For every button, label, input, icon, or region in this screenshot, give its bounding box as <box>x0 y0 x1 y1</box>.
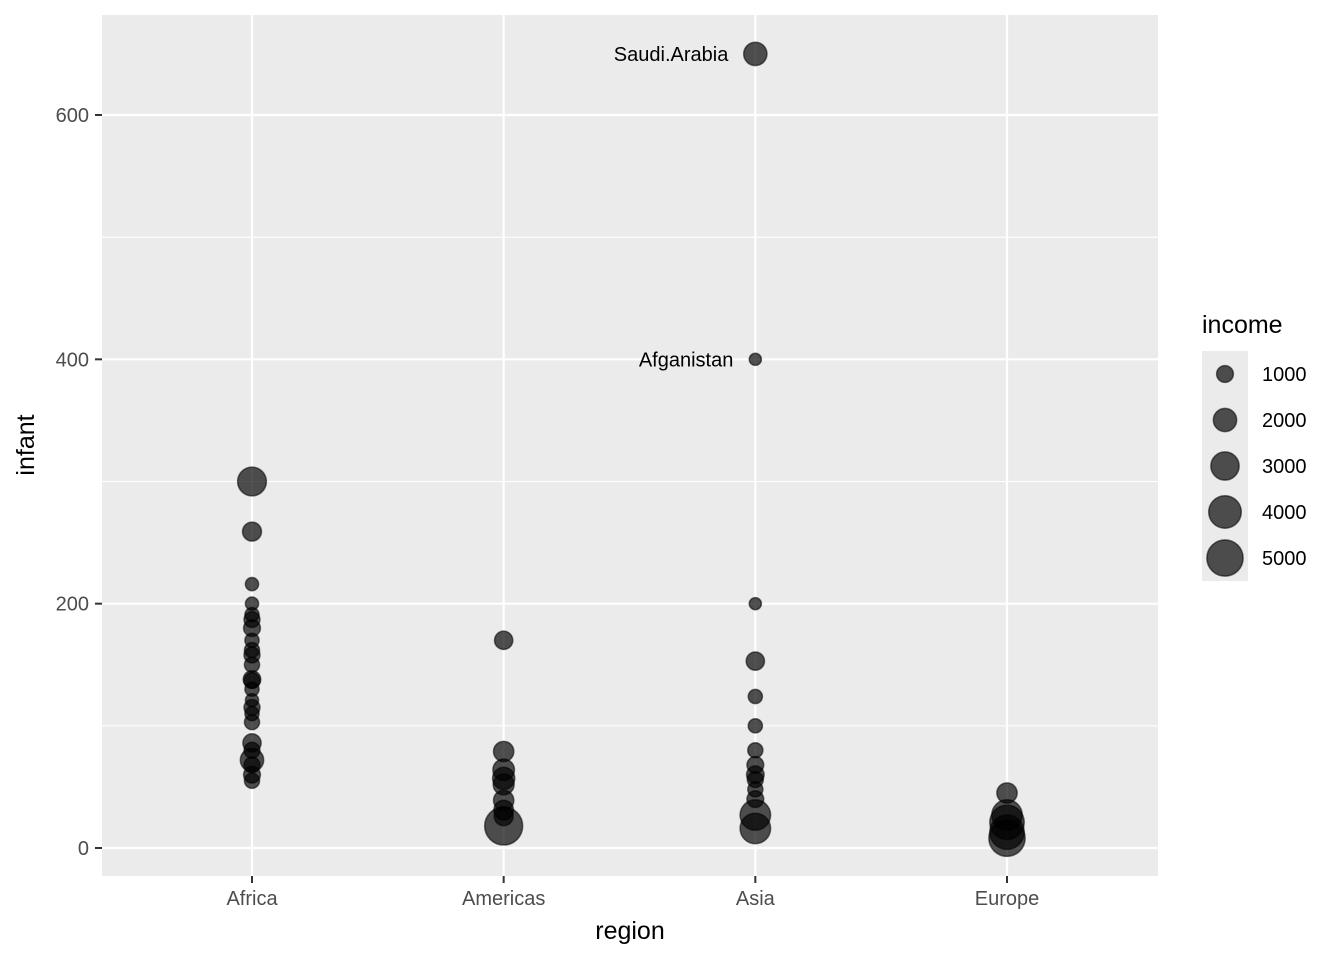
point-annotations: Saudi.Arabia Afganistan <box>614 44 734 371</box>
x-axis: Africa Americas Asia Europe <box>226 876 1039 910</box>
y-tick-label: 200 <box>56 594 89 616</box>
data-points <box>236 41 1026 858</box>
data-point <box>996 782 1018 804</box>
x-axis-title: region <box>595 917 665 945</box>
legend-label: 5000 <box>1262 548 1307 570</box>
data-point <box>747 717 764 734</box>
data-point <box>244 692 260 708</box>
plot-panel <box>102 15 1158 876</box>
y-tick-label: 0 <box>78 838 89 860</box>
data-point <box>493 630 514 651</box>
legend-label: 3000 <box>1262 456 1307 478</box>
legend-label: 2000 <box>1262 410 1307 432</box>
legend-key-circle <box>1212 407 1238 433</box>
y-tick-label: 600 <box>56 105 89 127</box>
data-point <box>244 596 260 612</box>
data-point <box>492 740 515 763</box>
legend-key-circle <box>1207 494 1243 530</box>
data-point <box>244 632 260 649</box>
data-point <box>990 799 1024 832</box>
data-point <box>236 466 268 497</box>
legend-label: 1000 <box>1262 364 1307 386</box>
data-point <box>244 705 260 722</box>
minor-gridlines <box>102 236 1158 727</box>
y-tick-label: 400 <box>56 349 89 371</box>
point-label: Saudi.Arabia <box>614 44 729 66</box>
data-point <box>745 651 766 671</box>
legend-label: 4000 <box>1262 502 1307 524</box>
data-point <box>747 688 764 705</box>
legend-key-circle <box>1206 539 1244 577</box>
data-point <box>747 741 764 759</box>
y-axis: 0 200 400 600 <box>56 105 102 860</box>
x-tick-label: Europe <box>975 888 1040 910</box>
data-point <box>243 656 261 674</box>
legend-key-circle <box>1215 364 1235 384</box>
x-tick-label: Africa <box>226 888 278 910</box>
legend-title: income <box>1202 311 1283 339</box>
data-point <box>746 755 765 775</box>
data-point <box>243 756 261 774</box>
data-point <box>243 741 261 760</box>
data-point <box>747 781 764 798</box>
legend: income 1000 2000 3000 4000 5000 <box>1202 311 1307 581</box>
x-tick-label: Asia <box>736 888 776 910</box>
data-point <box>739 812 772 845</box>
data-point <box>742 41 768 67</box>
data-point <box>493 805 514 827</box>
x-tick-label: Americas <box>462 888 545 910</box>
legend-key-circle <box>1210 451 1240 481</box>
point-label: Afganistan <box>639 349 734 371</box>
data-point <box>748 352 763 367</box>
data-point <box>243 772 261 790</box>
y-axis-title: infant <box>12 414 40 475</box>
data-point <box>244 576 260 592</box>
data-point <box>241 521 263 542</box>
data-point <box>748 596 763 611</box>
